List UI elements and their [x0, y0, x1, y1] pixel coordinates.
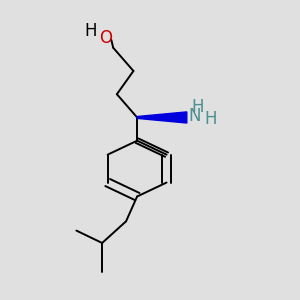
Polygon shape [137, 112, 187, 123]
Text: H: H [85, 22, 98, 40]
Text: O: O [99, 29, 112, 47]
Text: H: H [192, 98, 204, 116]
Text: H: H [205, 110, 217, 128]
Text: N: N [189, 107, 201, 125]
